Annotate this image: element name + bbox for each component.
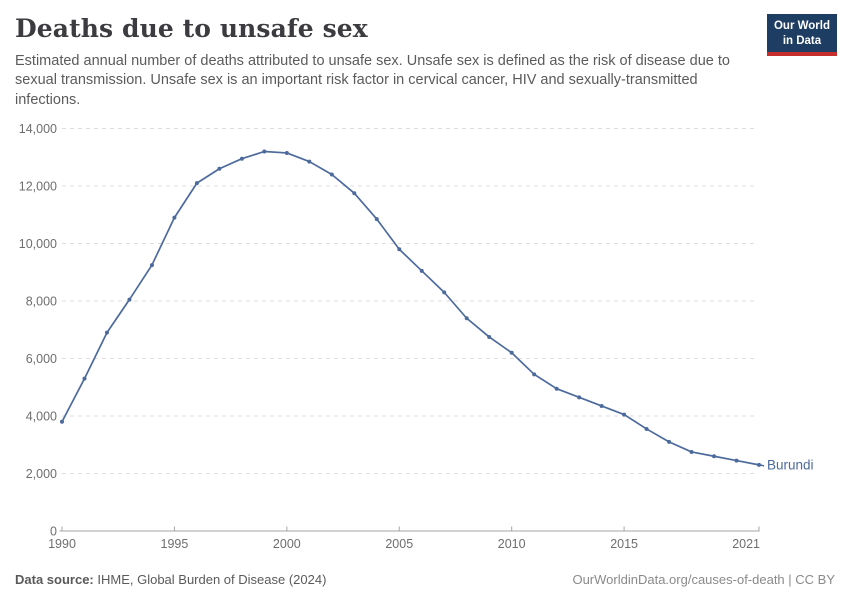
- x-axis-tick-label: 2021: [732, 537, 760, 551]
- data-point-marker: [757, 462, 761, 467]
- data-point-marker: [217, 166, 222, 171]
- data-point-marker: [689, 449, 694, 454]
- y-axis-tick-label: 8,000: [26, 294, 57, 308]
- x-axis-tick-label: 2000: [273, 537, 301, 551]
- data-point-marker: [239, 156, 244, 161]
- data-series-line: [61, 150, 760, 466]
- data-point-marker: [82, 376, 87, 381]
- data-source: Data source: IHME, Global Burden of Dise…: [15, 572, 326, 587]
- data-point-marker: [599, 403, 604, 408]
- data-point-marker: [104, 330, 109, 335]
- data-point-marker: [284, 150, 289, 155]
- data-point-marker: [397, 247, 402, 252]
- y-axis-tick-label: 4,000: [26, 409, 57, 423]
- data-point-marker: [554, 386, 559, 391]
- x-axis-tick-label: 2015: [610, 537, 638, 551]
- end-label-leader: [759, 464, 765, 467]
- data-point-marker: [734, 458, 739, 463]
- x-axis-tick-label: 2005: [385, 537, 413, 551]
- y-axis-tick-label: 6,000: [26, 352, 57, 366]
- data-point-marker: [149, 263, 154, 268]
- owid-logo[interactable]: Our World in Data: [766, 14, 837, 57]
- data-point-marker: [172, 215, 177, 220]
- data-point-marker: [622, 412, 627, 417]
- data-point-marker: [532, 372, 537, 377]
- owid-logo-line1: Our World: [773, 20, 830, 32]
- series-end-label: Burundi: [767, 457, 814, 472]
- y-axis-tick-label: 10,000: [19, 237, 57, 251]
- chart-title: Deaths due to unsafe sex: [15, 14, 368, 43]
- data-point-marker: [262, 149, 267, 154]
- owid-logo-line2: in Data: [782, 34, 822, 47]
- data-point-marker: [352, 191, 357, 196]
- data-point-marker: [577, 395, 582, 400]
- data-point-marker: [667, 439, 672, 444]
- chart-subtitle: Estimated annual number of deaths attrib…: [15, 53, 730, 108]
- data-point-marker: [712, 454, 717, 459]
- chart-header: Deaths due to unsafe sex Estimated annua…: [15, 14, 837, 110]
- data-point-marker: [329, 172, 334, 177]
- y-axis-tick-label: 0: [50, 524, 57, 538]
- data-point-marker: [127, 297, 132, 302]
- x-axis-tick-label: 1995: [161, 537, 189, 551]
- chart-footer: Data source: IHME, Global Burden of Dise…: [15, 572, 835, 587]
- data-source-text: IHME, Global Burden of Disease (2024): [93, 572, 327, 587]
- y-axis-tick-label: 12,000: [19, 179, 57, 193]
- data-point-marker: [464, 316, 469, 321]
- y-axis-tick-label: 14,000: [19, 122, 57, 136]
- x-axis-tick-label: 2010: [498, 537, 526, 551]
- data-point-marker: [442, 290, 447, 295]
- data-point-marker: [509, 350, 514, 355]
- x-axis-tick-label: 1990: [48, 537, 76, 551]
- data-point-marker: [374, 217, 379, 222]
- data-point-marker: [644, 426, 649, 431]
- data-point-marker: [307, 159, 312, 164]
- data-point-marker: [60, 419, 64, 424]
- data-point-marker: [419, 268, 424, 273]
- data-point-marker: [487, 334, 492, 339]
- data-source-label: Data source:: [15, 572, 94, 587]
- y-axis-tick-label: 2,000: [26, 467, 57, 481]
- footer-link[interactable]: OurWorldinData.org/causes-of-death | CC …: [572, 572, 835, 587]
- data-point-marker: [194, 181, 199, 186]
